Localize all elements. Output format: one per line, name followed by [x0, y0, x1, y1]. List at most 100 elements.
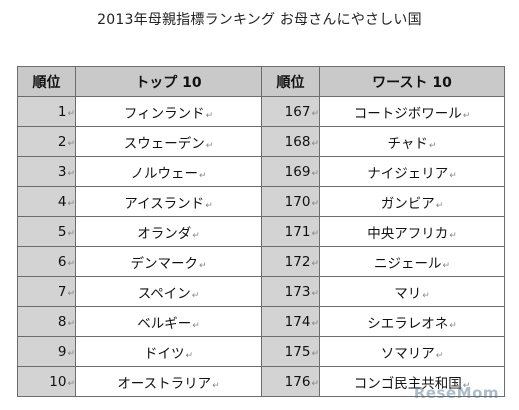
- worst-rank-cell: 172↵: [261, 246, 320, 277]
- cell-text: 3: [57, 163, 67, 180]
- rank-header-worst: 順位: [261, 66, 320, 97]
- top-rank-cell: 10↵: [17, 366, 76, 397]
- worst-rank-cell: 173↵: [261, 276, 320, 307]
- cell-text: オーストラリア: [117, 375, 212, 392]
- worst-rank-cell: 171↵: [261, 216, 320, 247]
- cell-text: 6: [57, 253, 67, 270]
- rank-header-top: 順位: [17, 66, 76, 97]
- worst-country-cell: チャド↵: [319, 126, 505, 157]
- top-country-cell: フィンランド↵: [75, 96, 262, 127]
- paragraph-mark-icon: ↵: [198, 170, 207, 181]
- table-row: 5↵ オランダ↵ 171↵ 中央アフリカ↵: [17, 216, 505, 247]
- paragraph-mark-icon: ↵: [449, 320, 457, 331]
- cell-text: 175: [284, 343, 311, 360]
- worst10-header: ワースト 10: [319, 66, 505, 97]
- paragraph-mark-icon: ↵: [67, 138, 75, 149]
- paragraph-mark-icon: ↵: [67, 258, 75, 269]
- paragraph-mark-icon: ↵: [192, 230, 200, 241]
- cell-text: 中央アフリカ: [367, 225, 449, 242]
- paragraph-mark-icon: ↵: [311, 378, 319, 389]
- cell-text: 2: [57, 133, 67, 150]
- paragraph-mark-icon: ↵: [311, 288, 319, 299]
- worst-rank-cell: 167↵: [261, 96, 320, 127]
- worst-country-cell: コートジボワール↵: [319, 96, 505, 127]
- cell-text: オランダ: [137, 225, 192, 242]
- paragraph-mark-icon: ↵: [67, 288, 75, 299]
- cell-text: 169: [284, 163, 311, 180]
- table-row: 10↵ オーストラリア↵ 176↵ コンゴ民主共和国↵: [17, 366, 505, 397]
- top-country-cell: オランダ↵: [75, 216, 262, 247]
- worst-country-cell: ナイジェリア↵: [319, 156, 505, 187]
- top-country-cell: オーストラリア↵: [75, 366, 262, 397]
- top-country-cell: スウェーデン↵: [75, 126, 262, 157]
- cell-text: 172: [284, 253, 311, 270]
- cell-text: 8: [57, 313, 67, 330]
- paragraph-mark-icon: ↵: [67, 318, 75, 329]
- worst-rank-cell: 169↵: [261, 156, 320, 187]
- table-row: 2↵ スウェーデン↵ 168↵ チャド↵: [17, 126, 505, 157]
- top-rank-cell: 2↵: [17, 126, 76, 157]
- cell-text: ドイツ: [143, 345, 185, 362]
- cell-text: コートジボワール: [353, 105, 462, 122]
- paragraph-mark-icon: ↵: [205, 110, 214, 121]
- paragraph-mark-icon: ↵: [67, 108, 75, 119]
- paragraph-mark-icon: ↵: [198, 260, 207, 271]
- cell-text: スペイン: [137, 285, 191, 302]
- paragraph-mark-icon: ↵: [191, 290, 200, 301]
- ranking-table: 順位 トップ 10 順位 ワースト 10 1↵ フィンランド↵ 167↵ コートジボワ…: [17, 66, 505, 397]
- top-rank-cell: 6↵: [17, 246, 76, 277]
- cell-text: 168: [284, 133, 311, 150]
- table-row: 4↵ アイスランド↵ 170↵ ガンビア↵: [17, 186, 505, 217]
- cell-text: 171: [284, 223, 311, 240]
- paragraph-mark-icon: ↵: [422, 290, 430, 301]
- worst-country-cell: 中央アフリカ↵: [319, 216, 505, 247]
- worst-country-cell: ニジェール↵: [319, 246, 505, 277]
- top-country-cell: スペイン↵: [75, 276, 262, 307]
- table-row: 8↵ ベルギー↵ 174↵ シエラレオネ↵: [17, 306, 505, 337]
- paragraph-mark-icon: ↵: [311, 348, 319, 359]
- worst-country-cell: ソマリア↵: [319, 336, 505, 367]
- paragraph-mark-icon: ↵: [205, 200, 213, 211]
- cell-text: 170: [284, 193, 311, 210]
- cell-text: 174: [284, 313, 311, 330]
- paragraph-mark-icon: ↵: [449, 170, 457, 181]
- paragraph-mark-icon: ↵: [67, 378, 75, 389]
- cell-text: チャド: [387, 135, 428, 152]
- cell-text: 10: [49, 373, 67, 390]
- cell-text: フィンランド: [123, 105, 205, 122]
- top-rank-cell: 9↵: [17, 336, 76, 367]
- paragraph-mark-icon: ↵: [311, 228, 319, 239]
- worst-rank-cell: 176↵: [261, 366, 320, 397]
- table-row: 1↵ フィンランド↵ 167↵ コートジボワール↵: [17, 96, 505, 127]
- top-rank-cell: 8↵: [17, 306, 76, 337]
- cell-text: スウェーデン: [123, 135, 205, 152]
- cell-text: ガンビア: [380, 195, 435, 212]
- table-header-row: 順位 トップ 10 順位 ワースト 10: [17, 66, 505, 97]
- paragraph-mark-icon: ↵: [311, 108, 319, 119]
- paragraph-mark-icon: ↵: [311, 318, 319, 329]
- cell-text: 9: [57, 343, 67, 360]
- paragraph-mark-icon: ↵: [311, 258, 319, 269]
- top-rank-cell: 7↵: [17, 276, 76, 307]
- paragraph-mark-icon: ↵: [67, 168, 75, 179]
- cell-text: 4: [57, 193, 67, 210]
- cell-text: ノルウェー: [130, 165, 198, 182]
- cell-text: 173: [284, 283, 311, 300]
- paragraph-mark-icon: ↵: [205, 140, 214, 151]
- cell-text: ソマリア: [380, 345, 435, 362]
- table-row: 7↵ スペイン↵ 173↵ マリ↵: [17, 276, 505, 307]
- top-rank-cell: 1↵: [17, 96, 76, 127]
- cell-text: デンマーク: [130, 255, 198, 272]
- paragraph-mark-icon: ↵: [435, 350, 444, 361]
- worst-country-cell: マリ↵: [319, 276, 505, 307]
- worst-rank-cell: 174↵: [261, 306, 320, 337]
- paragraph-mark-icon: ↵: [212, 380, 220, 391]
- paragraph-mark-icon: ↵: [311, 198, 319, 209]
- paragraph-mark-icon: ↵: [428, 140, 437, 151]
- top-country-cell: ドイツ↵: [75, 336, 262, 367]
- cell-text: アイスランド: [124, 195, 205, 212]
- paragraph-mark-icon: ↵: [449, 230, 457, 241]
- cell-text: 7: [57, 283, 67, 300]
- table-row: 6↵ デンマーク↵ 172↵ ニジェール↵: [17, 246, 505, 277]
- worst-rank-cell: 175↵: [261, 336, 320, 367]
